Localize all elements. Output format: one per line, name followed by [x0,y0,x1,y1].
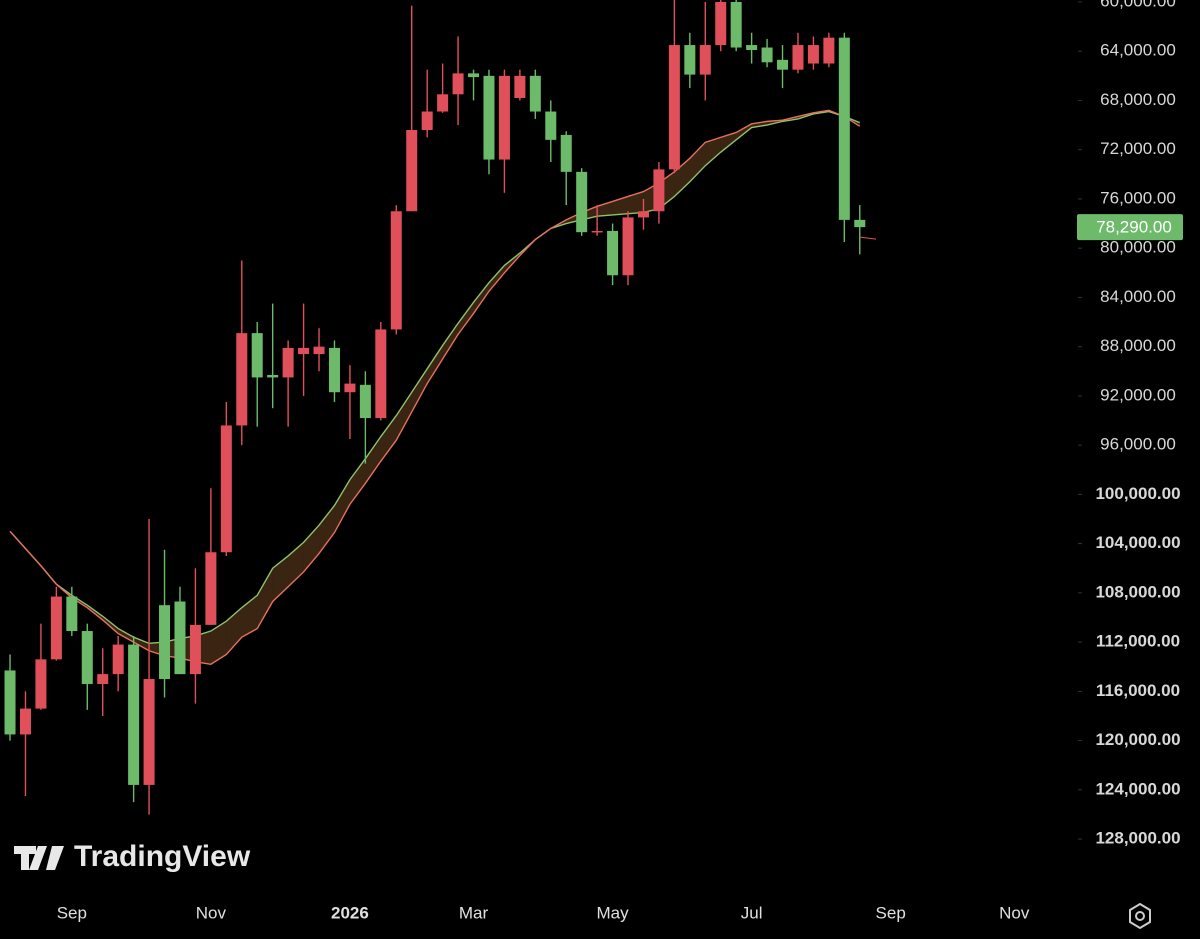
candle-body [50,596,62,660]
candle-body [715,1,727,46]
y-tick-label: 64,000.00 [1100,41,1176,60]
candle-body [699,45,711,75]
ema-line [9,110,861,645]
candle-body [761,47,773,63]
candle-body [730,1,742,48]
candle-body [4,670,16,735]
y-tick-label: 108,000.00 [1095,582,1180,601]
candle-body [251,333,263,378]
candle-body [328,347,340,393]
candle-body [823,37,835,64]
candle-body [437,94,449,112]
y-tick-label: 124,000.00 [1095,779,1180,798]
x-tick-label: Sep [57,903,87,922]
last-price-box [1077,214,1183,241]
candle-body [375,329,387,419]
x-tick-label: Nov [196,903,227,922]
candle-body [35,659,47,709]
candle-body [143,679,155,785]
y-tick-label: 60,000.00 [1100,0,1176,10]
x-tick-label: Nov [999,903,1030,922]
candle-body [189,624,201,675]
y-tick-label: 84,000.00 [1100,287,1176,306]
y-tick-label: 88,000.00 [1100,336,1176,355]
candle-body [854,219,866,228]
watermark-text: TradingView [74,840,251,873]
candle-body [452,73,464,95]
candle-body [344,383,356,393]
candle-body [282,347,294,378]
y-tick-label: 128,000.00 [1095,829,1180,848]
candle-body [792,45,804,70]
candle-body [19,708,31,735]
candle-body [637,211,649,218]
gear-hub [1135,911,1145,921]
candle-body [267,374,279,378]
y-tick-label: 96,000.00 [1100,435,1176,454]
candle-body [298,347,310,355]
y-tick-label: 104,000.00 [1095,533,1180,552]
candle-body [483,75,495,160]
candle-body [421,111,433,130]
candle-body [653,169,665,212]
last-price-label: 78,290.00 [1096,218,1172,237]
watermark: TradingView [14,840,251,873]
y-tick-label: 80,000.00 [1100,238,1176,257]
candle-body [807,45,819,64]
x-tick-label: Jul [741,903,763,922]
candle-body [529,75,541,112]
candle-body [128,644,140,785]
candle-body [545,111,557,140]
candle-body [390,211,402,330]
x-tick-label: 2026 [331,903,369,922]
last-price-line [859,236,877,240]
candle-body [112,644,124,675]
x-tick-label: Mar [459,903,489,922]
y-tick-label: 120,000.00 [1095,730,1180,749]
candle-body [406,129,418,212]
y-tick-label: 68,000.00 [1100,90,1176,109]
candle-body [359,384,371,419]
candle-body [591,230,603,233]
gear[interactable] [1129,902,1151,930]
x-tick-label: Sep [876,903,906,922]
y-tick-label: 92,000.00 [1100,385,1176,404]
y-tick-label: 72,000.00 [1100,139,1176,158]
plot-area [4,0,877,815]
candle-body [622,217,634,276]
candle-body [607,230,619,276]
logo [14,846,64,870]
y-tick-label: 116,000.00 [1096,681,1180,700]
candle-body [81,631,93,684]
candle-body [684,45,696,75]
candle-body [498,75,510,160]
candle-body [174,601,186,675]
candle-body [468,73,480,78]
candle-body [159,605,171,680]
candle-body [236,333,248,426]
candle-body [838,37,850,220]
candle-body [313,346,325,355]
candle-body [560,134,572,172]
y-tick-label: 76,000.00 [1100,188,1176,207]
x-tick-label: May [597,903,630,922]
candle-body [220,425,232,553]
candle-body [97,674,109,684]
candle-body [576,171,588,233]
ema-line [9,109,861,666]
candle-body [205,552,217,625]
candle-body [746,45,758,50]
settings-icon[interactable] [1129,902,1151,930]
y-tick-label: 100,000.00 [1095,484,1180,503]
candle-body [66,596,78,632]
candle-body [514,75,526,98]
y-tick-label: 112,000.00 [1096,632,1180,651]
candle-body [668,45,680,170]
candle-body [777,59,789,70]
